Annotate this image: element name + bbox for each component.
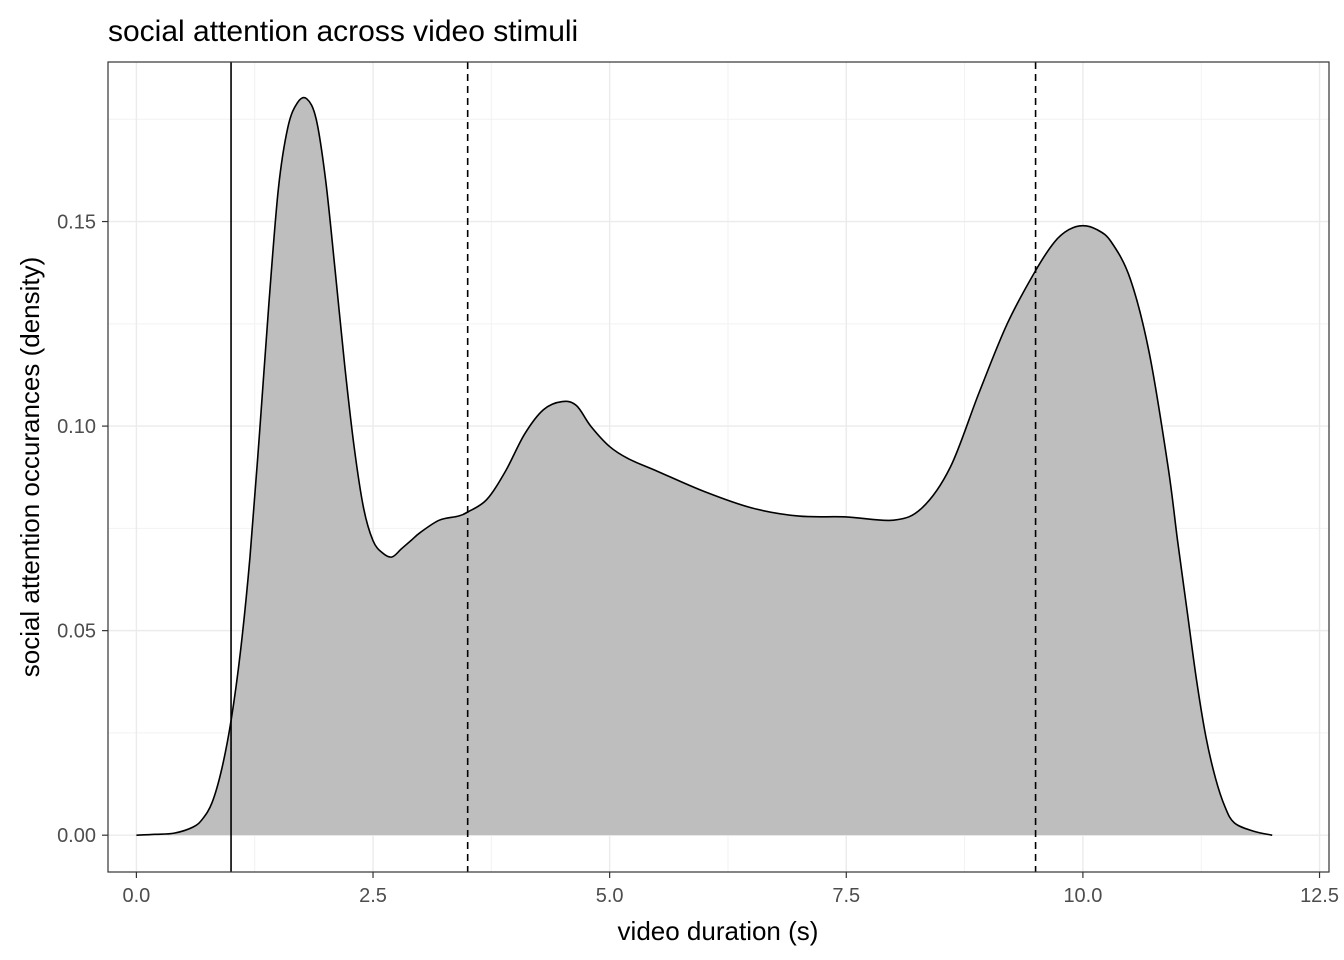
x-tick-label: 12.5 xyxy=(1300,885,1339,907)
x-tick-label: 7.5 xyxy=(832,885,860,907)
chart-title: social attention across video stimuli xyxy=(108,15,578,48)
plot-panel-border xyxy=(107,61,1330,873)
y-axis-ticks: 0.00 0.05 0.10 0.15 xyxy=(57,212,108,847)
x-axis-title: video duration (s) xyxy=(618,916,819,946)
x-tick-label: 0.0 xyxy=(122,885,150,907)
x-axis-ticks: 0.0 2.5 5.0 7.5 10.0 12.5 xyxy=(122,872,1339,907)
y-tick-label: 0.10 xyxy=(57,416,96,438)
y-tick-label: 0.15 xyxy=(57,212,96,234)
x-tick-label: 10.0 xyxy=(1063,885,1102,907)
y-axis-title: social attention occurances (density) xyxy=(15,257,45,678)
x-tick-label: 2.5 xyxy=(359,885,387,907)
y-tick-label: 0.00 xyxy=(57,825,96,847)
x-tick-label: 5.0 xyxy=(596,885,624,907)
density-curve xyxy=(136,96,1273,836)
y-tick-label: 0.05 xyxy=(57,621,96,643)
reference-lines xyxy=(230,62,1037,872)
density-area xyxy=(136,97,1273,836)
